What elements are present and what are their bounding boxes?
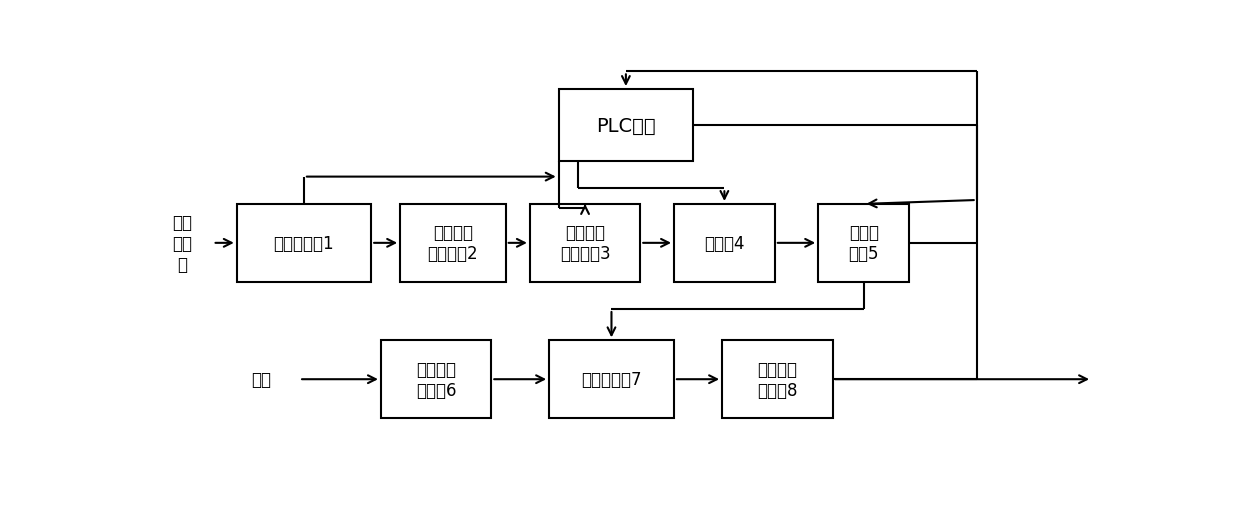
Text: 冷却水压
力报警仪3: 冷却水压 力报警仪3 (559, 224, 610, 263)
FancyBboxPatch shape (401, 205, 506, 282)
FancyBboxPatch shape (722, 340, 832, 418)
FancyBboxPatch shape (818, 205, 909, 282)
Text: 蒸发冷却塔7: 蒸发冷却塔7 (582, 371, 642, 388)
Text: 烟气: 烟气 (250, 371, 270, 388)
Text: 冷却水压
力检测仪2: 冷却水压 力检测仪2 (428, 224, 479, 263)
FancyBboxPatch shape (558, 90, 693, 162)
FancyBboxPatch shape (549, 340, 675, 418)
Text: 流量调
节阀5: 流量调 节阀5 (848, 224, 879, 263)
Text: 蒸发
冷却
水: 蒸发 冷却 水 (172, 214, 192, 273)
FancyBboxPatch shape (529, 205, 640, 282)
FancyBboxPatch shape (381, 340, 491, 418)
FancyBboxPatch shape (237, 205, 371, 282)
Text: 出口温度
检测仪8: 出口温度 检测仪8 (756, 360, 797, 399)
Text: PLC系统: PLC系统 (596, 116, 656, 135)
Text: 电磁流量计1: 电磁流量计1 (274, 234, 335, 252)
Text: 入口温度
检测仪6: 入口温度 检测仪6 (415, 360, 456, 399)
FancyBboxPatch shape (675, 205, 775, 282)
Text: 切断阀4: 切断阀4 (704, 234, 745, 252)
